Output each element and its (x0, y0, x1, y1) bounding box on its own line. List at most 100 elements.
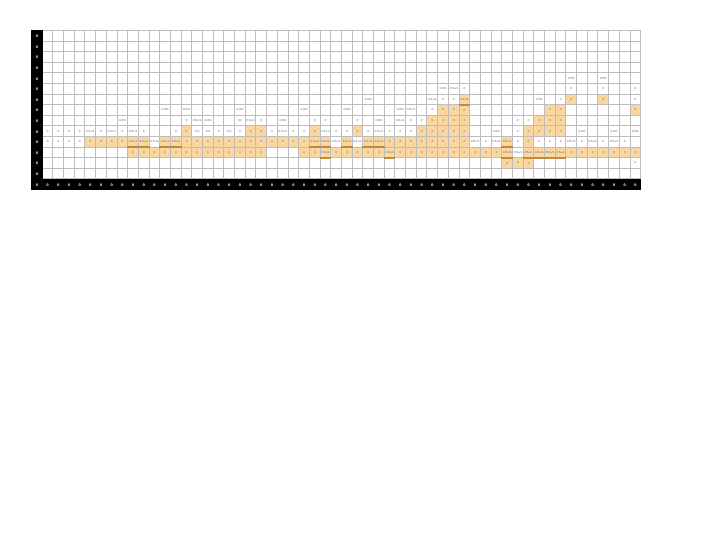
grid-cell[interactable]: 0 (405, 125, 417, 137)
grid-cell[interactable] (95, 167, 107, 180)
grid-cell[interactable] (383, 82, 396, 95)
grid-cell[interactable] (52, 40, 65, 53)
grid-cell[interactable] (202, 51, 214, 63)
grid-cell[interactable] (447, 167, 460, 180)
grid-cell[interactable] (287, 146, 300, 159)
step-footer-cell[interactable]: 0 (276, 178, 289, 190)
grid-cell[interactable] (437, 157, 449, 169)
grid-cell[interactable]: 0 (223, 146, 236, 159)
grid-cell[interactable]: 0 (415, 135, 428, 148)
grid-cell[interactable] (212, 82, 225, 95)
grid-cell[interactable] (137, 157, 150, 169)
grid-cell[interactable]: 0.0% (533, 93, 545, 106)
grid-cell[interactable] (533, 61, 545, 74)
grid-cell[interactable] (351, 72, 364, 84)
grid-cell[interactable]: 0.5+/1 (169, 135, 182, 148)
grid-cell[interactable] (148, 82, 161, 95)
step-footer-cell[interactable]: 0 (405, 178, 417, 190)
grid-cell[interactable] (223, 157, 236, 169)
grid-cell[interactable] (234, 157, 246, 169)
grid-cell[interactable] (41, 114, 54, 127)
grid-cell[interactable] (458, 157, 471, 169)
grid-cell[interactable]: 0 (437, 104, 449, 116)
grid-cell[interactable] (437, 40, 449, 53)
grid-cell[interactable]: 0 (490, 146, 503, 159)
grid-cell[interactable]: 0 (202, 135, 214, 148)
grid-cell[interactable]: 0 (629, 104, 642, 116)
step-footer-cell[interactable]: 0 (544, 178, 556, 190)
grid-cell[interactable] (373, 72, 385, 84)
grid-cell[interactable] (95, 51, 107, 63)
grid-cell[interactable] (298, 157, 310, 169)
grid-cell[interactable] (105, 82, 118, 95)
grid-cell[interactable]: 0 (576, 146, 588, 159)
grid-cell[interactable] (298, 30, 310, 42)
grid-cell[interactable] (544, 61, 556, 74)
grid-cell[interactable]: 0.5+/1 (191, 114, 203, 127)
grid-cell[interactable] (565, 51, 578, 63)
grid-cell[interactable] (373, 82, 385, 95)
grid-cell[interactable] (73, 82, 86, 95)
grid-cell[interactable]: 0 (319, 114, 332, 127)
grid-cell[interactable]: 0 (511, 125, 524, 137)
grid-cell[interactable]: 0.0% (373, 114, 385, 127)
grid-cell[interactable]: 0 (73, 135, 86, 148)
grid-cell[interactable] (84, 72, 97, 84)
grid-cell[interactable] (394, 157, 407, 169)
grid-cell[interactable] (52, 104, 65, 116)
grid-cell[interactable] (373, 61, 385, 74)
grid-cell[interactable] (105, 146, 118, 159)
step-footer-cell[interactable]: 0 (618, 178, 631, 190)
grid-cell[interactable] (127, 104, 139, 116)
grid-cell[interactable] (340, 82, 353, 95)
grid-cell[interactable] (202, 40, 214, 53)
grid-cell[interactable] (608, 167, 620, 180)
grid-cell[interactable] (169, 93, 182, 106)
grid-cell[interactable]: 0.5+/1 (319, 146, 332, 159)
grid-cell[interactable] (319, 51, 332, 63)
grid-cell[interactable]: 0 (330, 146, 342, 159)
grid-cell[interactable]: 0 (287, 125, 300, 137)
grid-cell[interactable]: 0.0% (576, 125, 588, 137)
grid-cell[interactable] (330, 104, 342, 116)
step-footer-cell[interactable]: 0 (565, 178, 578, 190)
grid-cell[interactable]: 0 (447, 104, 460, 116)
grid-cell[interactable] (576, 82, 588, 95)
grid-cell[interactable] (169, 114, 182, 127)
grid-cell[interactable] (202, 61, 214, 74)
row-header[interactable]: 0 (31, 104, 43, 116)
grid-cell[interactable] (308, 82, 321, 95)
grid-cell[interactable] (383, 93, 396, 106)
grid-cell[interactable] (159, 157, 171, 169)
grid-cell[interactable] (405, 82, 417, 95)
grid-cell[interactable]: 0.0 (234, 114, 246, 127)
grid-cell[interactable] (319, 40, 332, 53)
grid-cell[interactable] (405, 93, 417, 106)
grid-cell[interactable] (586, 104, 599, 116)
grid-cell[interactable] (234, 72, 246, 84)
grid-cell[interactable] (373, 167, 385, 180)
grid-cell[interactable] (137, 61, 150, 74)
grid-cell[interactable] (330, 40, 342, 53)
grid-cell[interactable]: 0 (116, 135, 129, 148)
grid-cell[interactable] (84, 93, 97, 106)
step-footer-cell[interactable]: 0 (287, 178, 300, 190)
grid-cell[interactable] (159, 30, 171, 42)
grid-cell[interactable] (533, 167, 545, 180)
grid-cell[interactable]: 0.0 (191, 125, 203, 137)
grid-cell[interactable] (202, 30, 214, 42)
grid-cell[interactable] (137, 93, 150, 106)
grid-cell[interactable] (533, 72, 545, 84)
grid-cell[interactable] (137, 82, 150, 95)
grid-cell[interactable] (234, 93, 246, 106)
grid-cell[interactable] (308, 72, 321, 84)
step-footer-cell[interactable]: 0 (31, 178, 43, 190)
grid-cell[interactable] (137, 51, 150, 63)
grid-cell[interactable]: 0 (437, 93, 449, 106)
grid-cell[interactable] (629, 51, 642, 63)
grid-cell[interactable] (511, 104, 524, 116)
grid-cell[interactable] (191, 61, 203, 74)
row-header[interactable]: 0 (31, 93, 43, 106)
step-footer-cell[interactable]: 0 (415, 178, 428, 190)
grid-cell[interactable]: 0 (565, 93, 578, 106)
